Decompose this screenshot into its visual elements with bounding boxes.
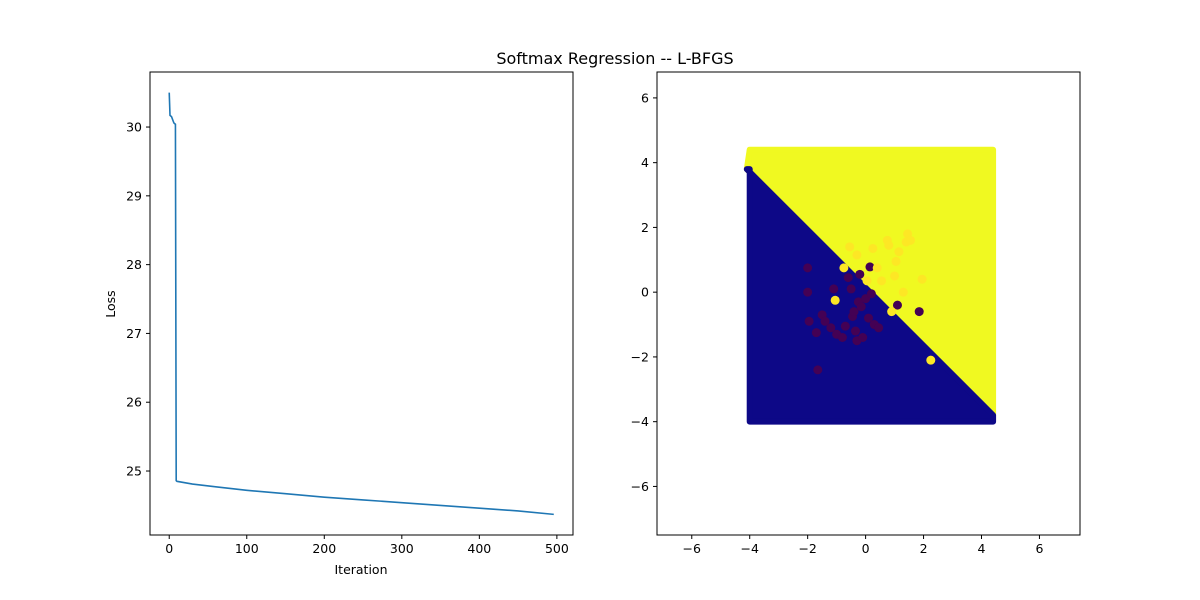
class1-data-point — [884, 240, 894, 250]
scatter-x-tick-label: −2 — [798, 541, 816, 556]
class0-data-point — [858, 333, 868, 342]
scatter-x-tick-label: −6 — [683, 541, 701, 556]
class0-data-point — [865, 262, 875, 272]
class0-data-point — [840, 321, 850, 331]
class1-data-point — [868, 243, 878, 253]
class0-data-point — [813, 365, 823, 375]
class1-data-point — [894, 247, 904, 257]
class1-data-point — [898, 287, 908, 297]
scatter-x-tick-label: 6 — [1035, 541, 1043, 556]
loss-x-ticks: 0 100 200 300 400 500 — [165, 535, 569, 556]
class1-data-point — [845, 242, 855, 252]
class0-data-point — [874, 323, 884, 333]
loss-y-axis-label: Loss — [103, 290, 118, 317]
loss-y-ticks: 25 26 27 28 29 30 — [126, 120, 150, 479]
scatter-y-tick-label: 0 — [641, 285, 649, 300]
class1-data-point — [852, 250, 862, 260]
class0-data-point — [846, 284, 856, 294]
scatter-y-ticks: −6 −4 −2 0 2 4 6 — [631, 90, 657, 494]
class0-data-point — [829, 284, 839, 294]
class0-data-point — [843, 273, 853, 283]
class0-data-point — [850, 326, 860, 336]
class1-data-point — [830, 295, 840, 305]
loss-x-axis-label: Iteration — [334, 562, 387, 577]
loss-series-line — [168, 92, 554, 516]
scatter-x-tick-label: 0 — [862, 541, 870, 556]
decision-boundary-chart: −6 −4 −2 0 2 4 6 −6 −4 −2 0 2 4 6 — [631, 71, 1081, 556]
class0-data-point — [826, 323, 836, 333]
class1-data-point — [926, 355, 936, 365]
scatter-y-tick-label: 4 — [641, 155, 649, 170]
loss-x-tick-label: 400 — [467, 541, 491, 556]
class0-data-point — [820, 316, 830, 326]
scatter-plot-frame — [656, 71, 1081, 536]
class0-data-point — [804, 316, 814, 326]
class0-data-point — [866, 289, 876, 299]
class0-data-point — [849, 307, 859, 317]
class0-data-point — [914, 307, 924, 317]
class0-data-point — [855, 269, 865, 279]
class1-data-point — [839, 263, 849, 273]
class1-data-point — [872, 263, 882, 273]
figure-title: Softmax Regression -- L-BFGS — [496, 49, 733, 68]
class0-data-point — [803, 287, 813, 297]
class0-data-point — [811, 328, 821, 338]
class1-data-point — [891, 256, 901, 266]
scatter-y-tick-label: 6 — [641, 90, 649, 105]
scatter-x-tick-label: 2 — [920, 541, 928, 556]
class0-data-point — [864, 313, 873, 323]
scatter-x-tick-label: −4 — [740, 541, 758, 556]
decision-regions — [743, 146, 997, 425]
class1-data-point — [917, 274, 927, 284]
class0-data-point — [837, 333, 847, 342]
loss-x-tick-label: 200 — [312, 541, 336, 556]
scatter-y-tick-label: −2 — [631, 349, 649, 364]
scatter-x-tick-label: 4 — [978, 541, 986, 556]
scatter-y-tick-label: −4 — [631, 414, 649, 429]
data-points — [803, 229, 936, 375]
loss-y-tick-label: 26 — [126, 395, 142, 410]
loss-plot-frame — [149, 71, 574, 536]
class1-data-point — [887, 307, 897, 317]
class0-data-point — [803, 263, 813, 273]
scatter-y-tick-label: −6 — [631, 479, 649, 494]
loss-y-tick-label: 30 — [126, 120, 142, 135]
class1-data-point — [862, 276, 872, 286]
class0-data-point — [892, 300, 902, 310]
scatter-y-tick-label: 2 — [641, 220, 649, 235]
loss-x-tick-label: 0 — [165, 541, 173, 556]
class0-data-point — [856, 302, 866, 312]
class1-data-point — [877, 276, 887, 286]
loss-y-tick-label: 27 — [126, 326, 142, 341]
loss-x-tick-label: 100 — [235, 541, 259, 556]
loss-x-tick-label: 300 — [390, 541, 414, 556]
loss-x-tick-label: 500 — [545, 541, 569, 556]
loss-y-tick-label: 29 — [126, 188, 142, 203]
class1-data-point — [906, 235, 916, 245]
loss-y-tick-label: 28 — [126, 257, 142, 272]
class1-data-point — [890, 271, 900, 281]
scatter-x-ticks: −6 −4 −2 0 2 4 6 — [683, 535, 1043, 556]
loss-y-tick-label: 25 — [126, 464, 142, 479]
